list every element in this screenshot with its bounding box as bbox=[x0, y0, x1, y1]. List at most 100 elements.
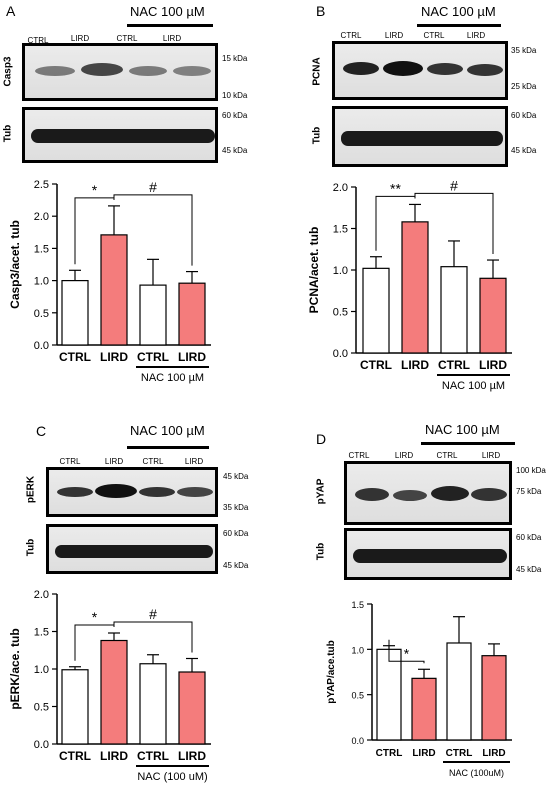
y-axis-label: PCNA/acet. tub bbox=[307, 227, 321, 314]
lane-label: LIRD bbox=[394, 451, 414, 460]
y-tick-label: 0.5 bbox=[333, 307, 348, 319]
bar bbox=[61, 279, 89, 346]
y-tick-label: 0.0 bbox=[351, 736, 364, 746]
blot-label: PCNA bbox=[311, 57, 323, 86]
kda-marker: 45 kDa bbox=[516, 565, 542, 574]
kda-marker: 35 kDa bbox=[511, 46, 537, 55]
nac-bar bbox=[127, 446, 209, 449]
kda-marker: 45 kDa bbox=[511, 146, 537, 155]
bar bbox=[178, 282, 206, 346]
bar-chart: 0.0 0.5 1.0 1.5 2.0 PCNA/acet. tub CTRL LIRD CTR… bbox=[307, 177, 512, 392]
lane-label: CTRL bbox=[59, 457, 81, 466]
x-tick-label: LIRD bbox=[412, 748, 435, 759]
lane-label: LIRD bbox=[184, 457, 204, 466]
x-tick-label: LIRD bbox=[100, 350, 128, 364]
lane-label: LIRD bbox=[481, 451, 501, 460]
y-tick-label: 0.5 bbox=[34, 308, 49, 320]
y-tick-label: 2.5 bbox=[34, 179, 49, 191]
y-tick-label: 1.5 bbox=[34, 243, 49, 255]
y-tick-label: 1.5 bbox=[333, 224, 348, 236]
significance-mark: * bbox=[92, 182, 98, 198]
x-tick-label: LIRD bbox=[178, 749, 206, 763]
x-tick-label: LIRD bbox=[479, 358, 507, 372]
lane-label: CTRL bbox=[142, 457, 164, 466]
y-tick-label: 1.5 bbox=[34, 627, 49, 639]
significance-mark: # bbox=[450, 177, 458, 193]
x-tick-label: CTRL bbox=[59, 749, 91, 763]
tub-blot bbox=[22, 107, 218, 163]
pyap-blot bbox=[344, 461, 512, 525]
blot-label: pERK bbox=[25, 475, 37, 504]
blot-label: Tub bbox=[2, 124, 14, 143]
nac-label: NAC 100 µM bbox=[130, 423, 205, 438]
kda-marker: 45 kDa bbox=[223, 472, 249, 481]
kda-marker: 15 kDa bbox=[222, 54, 248, 63]
kda-marker: 25 kDa bbox=[511, 82, 537, 91]
bar-chart: 0.0 0.5 1.0 1.5 2.0 pERK/ace. tub CTRL LIRD CTRL… bbox=[8, 589, 211, 783]
y-axis-label: pERK/ace. tub bbox=[8, 628, 22, 709]
lane-label: CTRL bbox=[340, 31, 362, 40]
nac-bar bbox=[417, 24, 501, 27]
bar bbox=[481, 655, 507, 741]
bar bbox=[376, 648, 402, 741]
lane-label: LIRD bbox=[384, 31, 404, 40]
kda-marker: 60 kDa bbox=[516, 533, 542, 542]
tub-blot bbox=[46, 524, 218, 574]
kda-marker: 60 kDa bbox=[511, 111, 537, 120]
x-tick-label: CTRL bbox=[446, 748, 473, 759]
y-tick-label: 0.0 bbox=[34, 739, 49, 751]
x-tick-label: LIRD bbox=[401, 358, 429, 372]
bar bbox=[100, 234, 128, 346]
blot-label: Tub bbox=[311, 126, 323, 145]
x-tick-label: LIRD bbox=[482, 748, 505, 759]
bar bbox=[61, 669, 89, 745]
y-tick-label: 0.5 bbox=[351, 691, 364, 701]
bar bbox=[446, 642, 472, 741]
group-label: NAC (100 uM) bbox=[137, 771, 207, 783]
bar bbox=[178, 671, 206, 745]
kda-marker: 60 kDa bbox=[223, 529, 249, 538]
y-tick-label: 0.0 bbox=[333, 348, 348, 360]
kda-marker: 10 kDa bbox=[222, 91, 248, 100]
lane-label: LIRD bbox=[162, 34, 182, 43]
group-label: NAC (100uM) bbox=[449, 768, 504, 778]
significance-mark: # bbox=[149, 179, 157, 195]
lane-label: CTRL bbox=[27, 36, 49, 45]
pcna-blot bbox=[332, 41, 508, 100]
bar bbox=[139, 284, 167, 346]
lane-label: LIRD bbox=[70, 34, 90, 43]
bar bbox=[479, 277, 507, 354]
blot-label: Tub bbox=[25, 538, 37, 557]
significance-bracket bbox=[113, 194, 193, 266]
y-tick-label: 1.0 bbox=[34, 664, 49, 676]
y-tick-label: 2.0 bbox=[34, 211, 49, 223]
y-tick-label: 1.0 bbox=[34, 276, 49, 288]
casp3-blot bbox=[22, 43, 218, 101]
significance-mark: ** bbox=[390, 180, 401, 196]
kda-marker: 60 kDa bbox=[222, 111, 248, 120]
bar bbox=[362, 267, 390, 354]
nac-label: NAC 100 µM bbox=[130, 4, 205, 19]
bar-chart: 0.0 0.5 1.0 1.5 pYAP/ace.tub CTRL LIRD CTRL LIRD… bbox=[326, 600, 512, 778]
kda-marker: 35 kDa bbox=[223, 503, 249, 512]
lane-label: CTRL bbox=[423, 31, 445, 40]
x-tick-label: CTRL bbox=[137, 350, 169, 364]
significance-mark: * bbox=[92, 609, 98, 625]
lane-label: LIRD bbox=[466, 31, 486, 40]
group-label: NAC 100 µM bbox=[141, 372, 204, 384]
significance-bracket bbox=[414, 192, 494, 255]
x-tick-label: CTRL bbox=[438, 358, 470, 372]
blot-label: Casp3 bbox=[2, 56, 14, 87]
y-axis-label: Casp3/acet. tub bbox=[8, 220, 22, 309]
panel-letter: D bbox=[316, 431, 327, 447]
bar bbox=[139, 663, 167, 745]
perk-blot bbox=[46, 467, 218, 517]
y-axis-label: pYAP/ace.tub bbox=[326, 640, 337, 704]
bar bbox=[100, 639, 128, 745]
nac-label: NAC 100 µM bbox=[425, 422, 500, 437]
significance-mark: # bbox=[149, 606, 157, 622]
y-tick-label: 1.0 bbox=[351, 645, 364, 655]
group-label: NAC 100 µM bbox=[442, 380, 505, 392]
blot-label: pYAP bbox=[315, 478, 327, 505]
bar bbox=[411, 677, 437, 741]
